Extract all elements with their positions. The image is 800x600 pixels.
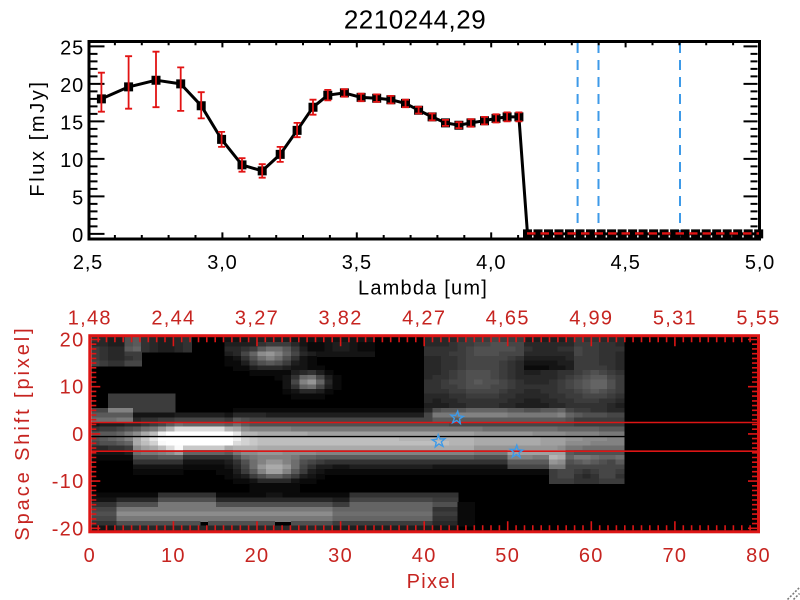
svg-text:4,99: 4,99 [569, 308, 613, 330]
svg-text:80: 80 [746, 545, 771, 567]
svg-text:2,44: 2,44 [151, 308, 195, 330]
svg-text:5,31: 5,31 [653, 308, 697, 330]
svg-text:0: 0 [84, 545, 96, 567]
svg-text:0: 0 [72, 225, 84, 247]
svg-text:4,65: 4,65 [486, 308, 530, 330]
svg-text:25: 25 [60, 37, 84, 59]
svg-text:Lambda [um]: Lambda [um] [358, 278, 488, 300]
svg-text:70: 70 [662, 545, 687, 567]
svg-text:10: 10 [161, 545, 186, 567]
svg-text:3,82: 3,82 [319, 308, 363, 330]
svg-text:20: 20 [60, 75, 84, 97]
svg-text:-10: -10 [52, 471, 85, 493]
svg-text:3,0: 3,0 [207, 252, 237, 274]
svg-text:15: 15 [60, 112, 84, 134]
svg-text:40: 40 [412, 545, 437, 567]
svg-text:2,5: 2,5 [73, 252, 103, 274]
svg-text:Flux [mJy]: Flux [mJy] [27, 79, 49, 196]
svg-text:60: 60 [579, 545, 604, 567]
svg-text:1,48: 1,48 [68, 308, 112, 330]
svg-text:0: 0 [72, 424, 84, 446]
svg-text:20: 20 [245, 545, 270, 567]
svg-text:2210244,29: 2210244,29 [344, 5, 486, 35]
svg-text:3,27: 3,27 [235, 308, 279, 330]
svg-text:Pixel: Pixel [407, 571, 457, 593]
svg-text:-20: -20 [52, 518, 85, 540]
svg-text:4,27: 4,27 [402, 308, 446, 330]
svg-text:4,5: 4,5 [610, 252, 640, 274]
svg-text:5,0: 5,0 [745, 252, 775, 274]
svg-text:10: 10 [60, 150, 84, 172]
svg-text:3,5: 3,5 [342, 252, 372, 274]
svg-text:10: 10 [60, 377, 85, 399]
svg-text:4,0: 4,0 [476, 252, 506, 274]
svg-text:50: 50 [495, 545, 520, 567]
svg-text:20: 20 [60, 330, 85, 352]
svg-text:30: 30 [328, 545, 353, 567]
svg-text:Space Shift [pixel]: Space Shift [pixel] [12, 325, 34, 540]
svg-text:5,55: 5,55 [736, 308, 780, 330]
svg-text:5: 5 [72, 187, 84, 209]
